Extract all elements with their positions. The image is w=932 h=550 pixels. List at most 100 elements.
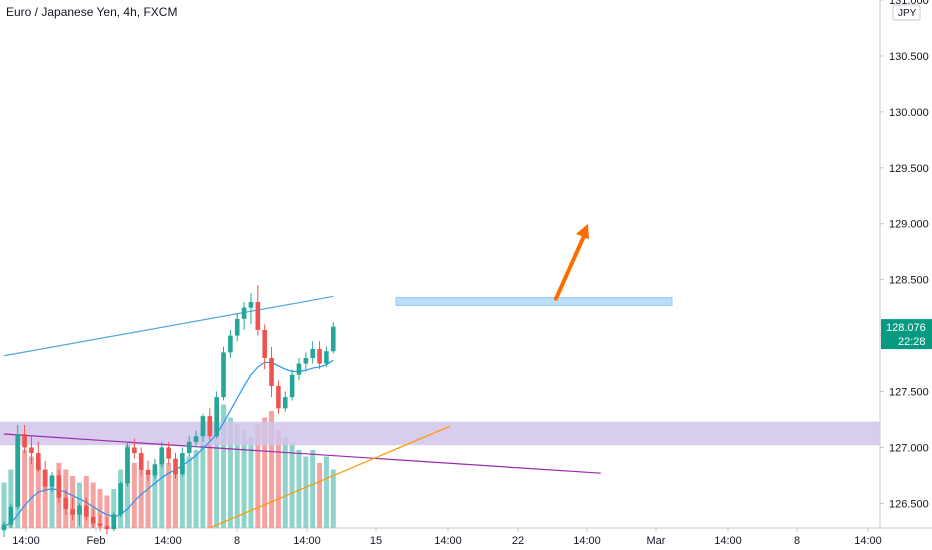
volume-bar (35, 463, 41, 528)
candle-body (234, 318, 240, 336)
price-tick-label: 129.000 (889, 219, 929, 231)
candle-body (214, 397, 219, 437)
candle-body (97, 523, 103, 526)
time-tick-label: 14:00 (12, 535, 40, 547)
volume-bar (138, 469, 144, 528)
candle-body (84, 505, 89, 517)
candle-body (56, 475, 62, 498)
volume-bar (207, 443, 213, 528)
candle-body (324, 351, 329, 364)
volume-bar (111, 489, 117, 528)
candle-body (303, 357, 309, 364)
volume-bar (248, 437, 254, 528)
volume-bar (152, 469, 158, 528)
time-tick-label: 14:00 (573, 535, 601, 547)
time-tick-label: 14:00 (154, 535, 182, 547)
volume-bar (49, 476, 55, 528)
price-tick-label: 130.000 (889, 107, 929, 119)
candle-body (262, 330, 267, 358)
price-tick-label: 130.500 (889, 51, 929, 63)
candle-body (200, 416, 206, 437)
volume-bar (42, 469, 48, 528)
candle-body (42, 469, 48, 487)
volume-bar (275, 430, 281, 528)
last-price-value: 128.076 (886, 322, 926, 334)
candle-body (296, 363, 302, 375)
volume-bar (296, 450, 302, 528)
candle-body (15, 434, 21, 507)
time-tick-label: 14:00 (854, 535, 882, 547)
price-axis[interactable] (880, 0, 932, 550)
volume-bar (97, 489, 103, 528)
volume-bar (234, 424, 240, 528)
candle-body (152, 464, 158, 476)
candle-body (159, 447, 165, 465)
candle-body (118, 483, 123, 515)
arrow-head (576, 223, 589, 240)
upper-trendline (3, 295, 334, 357)
volume-bar (131, 463, 137, 528)
price-tick-label: 126.500 (889, 498, 929, 510)
price-tick-label: 127.000 (889, 442, 929, 454)
volume-bar (28, 456, 34, 528)
orange-trendline (209, 425, 451, 529)
candle-body (63, 497, 69, 509)
time-tick-label: 22 (512, 535, 524, 547)
volume-bar (1, 482, 7, 528)
candle-body (186, 441, 192, 454)
candle-countdown: 22:28 (898, 336, 926, 348)
candle-body (310, 349, 315, 358)
candle-body (255, 302, 261, 330)
candle-body (8, 506, 14, 525)
price-tick-label: 129.500 (889, 163, 929, 175)
support-zone (0, 421, 880, 446)
price-tick-label: 128.500 (889, 275, 929, 287)
volume-bar (227, 417, 233, 528)
candle-body (104, 525, 110, 530)
volume-bar (193, 450, 199, 528)
candle-body (77, 505, 82, 515)
candle-body (90, 516, 96, 524)
volume-bar (179, 463, 185, 528)
candle-body (248, 302, 254, 308)
volume-bar (166, 463, 172, 528)
time-tick-label: 14:00 (714, 535, 742, 547)
volume-bar (214, 424, 220, 528)
time-tick-label: 15 (370, 535, 382, 547)
time-tick-label: 14:00 (434, 535, 462, 547)
candle-body (289, 374, 295, 398)
volume-bar (289, 443, 295, 528)
candle-body (330, 326, 336, 352)
volume-bar (8, 469, 14, 528)
volume-bar (221, 404, 227, 528)
currency-badge[interactable] (892, 4, 921, 21)
volume-bar (282, 437, 288, 528)
purple-trendline (3, 433, 601, 474)
currency-badge-label: JPY (898, 8, 917, 19)
volume-bar (159, 456, 165, 528)
candle-body (317, 349, 322, 364)
candle-body (125, 447, 130, 484)
price-tick-label: 127.500 (889, 387, 929, 399)
volume-bar (186, 456, 192, 528)
candle-body (138, 453, 144, 470)
last-price-marker[interactable] (881, 319, 932, 350)
time-tick-label: 14:00 (293, 535, 321, 547)
volume-bar (200, 437, 206, 528)
volume-bar (310, 450, 316, 528)
candle-body (132, 447, 137, 454)
candle-body (221, 352, 226, 398)
time-tick-label: Mar (647, 535, 666, 547)
candle-body (29, 447, 34, 454)
candle-body (36, 453, 41, 470)
candle-body (1, 524, 7, 531)
volume-bar (145, 476, 151, 528)
candle-body (180, 453, 185, 475)
volume-bar (330, 469, 336, 528)
candle-body (269, 357, 274, 386)
time-tick-label: 8 (794, 535, 800, 547)
candle-body (173, 458, 178, 475)
resistance-zone (395, 297, 673, 306)
